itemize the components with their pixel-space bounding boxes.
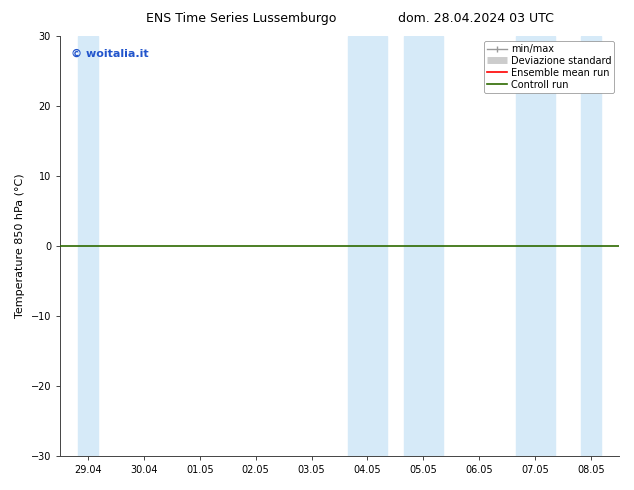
Y-axis label: Temperature 850 hPa (°C): Temperature 850 hPa (°C): [15, 174, 25, 318]
Bar: [78, 36, 98, 456]
Bar: [348, 36, 387, 456]
Bar: [581, 36, 601, 456]
Text: © woitalia.it: © woitalia.it: [71, 49, 149, 59]
Text: ENS Time Series Lussemburgo: ENS Time Series Lussemburgo: [146, 12, 336, 25]
Legend: min/max, Deviazione standard, Ensemble mean run, Controll run: min/max, Deviazione standard, Ensemble m…: [484, 41, 614, 93]
Bar: [515, 36, 555, 456]
Bar: [404, 36, 443, 456]
Text: dom. 28.04.2024 03 UTC: dom. 28.04.2024 03 UTC: [398, 12, 553, 25]
